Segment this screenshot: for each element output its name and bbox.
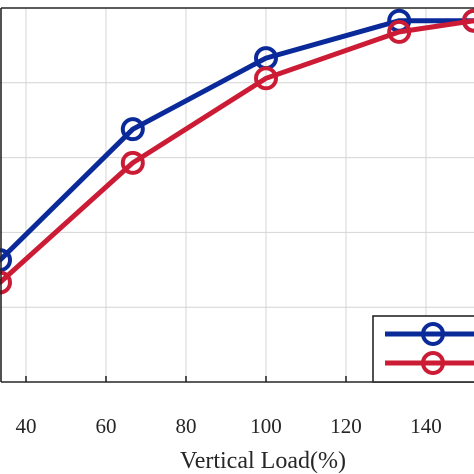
series-2-marker xyxy=(0,270,12,295)
series-1-marker xyxy=(120,117,145,142)
x-tick-label: 80 xyxy=(176,414,197,438)
x-axis-label: Vertical Load(%) xyxy=(180,448,346,474)
series-2-marker xyxy=(462,8,474,33)
legend xyxy=(372,315,474,383)
series-2-line xyxy=(0,18,474,285)
x-tick-label: 40 xyxy=(16,414,37,438)
legend-box xyxy=(372,315,474,383)
series-layer xyxy=(0,8,474,295)
x-tick-label: 100 xyxy=(250,414,282,438)
series-1-marker xyxy=(0,248,12,273)
x-tick-label: 60 xyxy=(96,414,117,438)
x-tick-label: 140 xyxy=(410,414,442,438)
grid xyxy=(0,8,474,382)
x-tick-label: 120 xyxy=(330,414,362,438)
legend-marker-2 xyxy=(421,351,445,375)
series-2-marker xyxy=(387,19,412,44)
legend-marker-1 xyxy=(421,322,445,346)
series-2-marker xyxy=(120,150,145,175)
series-2-marker xyxy=(254,66,278,91)
series-1-line xyxy=(0,18,474,263)
x-tick-labels: 40 60 80 100 120 140 xyxy=(16,414,442,438)
